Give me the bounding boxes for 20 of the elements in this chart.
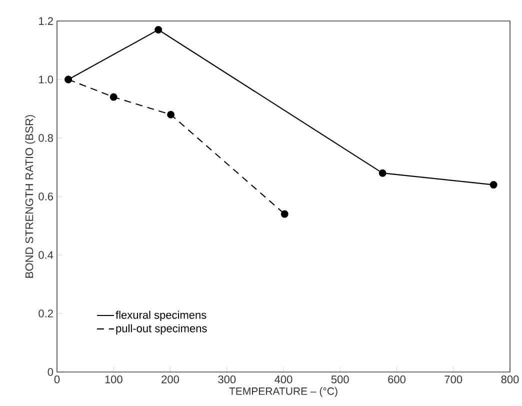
y-tick-label: 1.0 (39, 76, 54, 84)
y-tick-label: 0.6 (38, 192, 54, 200)
x-tick-label: 700 (444, 376, 462, 384)
y-axis-title: BOND STRENGTH RATIO (BSR) (25, 115, 36, 278)
x-tick-label: 500 (331, 376, 349, 384)
x-tick-label: 200 (162, 376, 179, 384)
y-tick-label: 1.2 (39, 17, 53, 25)
y-tick-label: 0.4 (38, 251, 54, 259)
x-tick-label: 100 (105, 376, 122, 384)
y-tick-label: 0 (48, 368, 54, 376)
y-tick-label: 0.8 (38, 134, 54, 142)
x-tick-label: 0 (54, 376, 60, 384)
x-tick-label: 800 (501, 376, 519, 384)
legend-label: pull-out specimens (116, 324, 207, 334)
legend-label: flexural specimens (116, 310, 206, 322)
x-tick-label: 400 (274, 376, 292, 384)
x-tick-label: 300 (218, 376, 236, 384)
y-tick-label: 0.2 (38, 310, 53, 318)
x-tick-label: 600 (388, 376, 406, 384)
x-axis-title: TEMPERATURE – (°C) (229, 387, 338, 397)
